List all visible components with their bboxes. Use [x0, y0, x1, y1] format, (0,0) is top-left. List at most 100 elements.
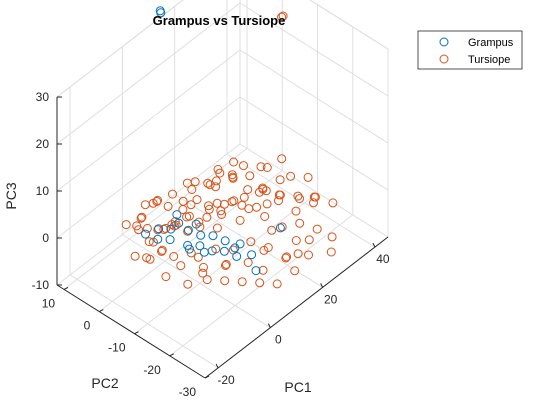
data-point-tursiope [293, 191, 303, 201]
data-point-tursiope [282, 252, 292, 262]
data-point-tursiope [228, 173, 238, 183]
y-tick-label: -10 [108, 341, 126, 355]
data-point-tursiope [161, 272, 171, 282]
data-point-tursiope [219, 199, 229, 209]
data-point-grampus [155, 6, 165, 16]
x-axis-label: PC1 [284, 379, 311, 395]
box-edge [309, 0, 389, 50]
z-axis-label: PC3 [3, 182, 19, 209]
data-point-tursiope [237, 277, 247, 287]
data-point-tursiope [303, 172, 313, 182]
data-point-tursiope [328, 198, 338, 208]
y-tick-mark [204, 375, 210, 379]
data-point-tursiope [277, 12, 287, 22]
data-point-tursiope [153, 195, 163, 205]
data-point-tursiope [243, 258, 253, 267]
data-point-tursiope [304, 235, 314, 245]
data-point-tursiope [260, 212, 270, 221]
data-point-tursiope [258, 184, 268, 194]
grid-line [63, 148, 248, 290]
data-point-tursiope [235, 215, 245, 225]
grid-line [239, 143, 389, 238]
data-point-grampus [165, 235, 175, 245]
data-point-tursiope [255, 278, 265, 288]
data-point-tursiope [178, 196, 188, 206]
data-point-grampus [183, 225, 193, 235]
grid-line [174, 193, 323, 288]
data-point-tursiope [130, 251, 140, 261]
data-point-tursiope [190, 177, 200, 187]
data-point-tursiope [262, 199, 272, 209]
data-point-tursiope [169, 221, 179, 231]
data-point-tursiope [243, 185, 253, 195]
y-tick-label: 10 [42, 296, 56, 310]
data-point-tursiope [286, 171, 296, 181]
data-point-tursiope [142, 223, 152, 233]
data-point-tursiope [192, 195, 202, 205]
chart-title: Grampus vs Tursiope [153, 13, 286, 28]
data-point-tursiope [291, 236, 301, 245]
grid-line [69, 274, 219, 369]
data-point-tursiope [199, 262, 208, 272]
data-point-grampus [196, 230, 206, 240]
data-point-grampus [232, 251, 242, 261]
data-point-tursiope [239, 192, 249, 202]
grid-line [239, 2, 389, 97]
data-point-tursiope [121, 220, 131, 230]
data-point-grampus [174, 218, 184, 228]
data-point-tursiope [148, 237, 158, 247]
data-point-tursiope [204, 201, 213, 211]
data-point-tursiope [157, 246, 166, 256]
data-point-grampus [154, 224, 164, 234]
data-point-grampus [251, 266, 261, 276]
data-point-tursiope [132, 221, 142, 231]
legend-marker-grampus [439, 37, 449, 47]
data-point-tursiope [263, 243, 273, 252]
data-point-tursiope [136, 213, 146, 223]
x-tick-label: 40 [376, 252, 390, 266]
data-point-tursiope [202, 275, 212, 285]
data-point-tursiope [304, 250, 313, 260]
data-point-grampus [199, 247, 209, 257]
series-grampus [141, 6, 285, 276]
grid-line [122, 234, 271, 329]
data-point-tursiope [309, 198, 318, 208]
data-point-tursiope [217, 210, 227, 219]
data-point-tursiope [310, 192, 320, 202]
series-tursiope [121, 11, 338, 289]
z-tick-label: 30 [36, 90, 50, 104]
data-point-tursiope [163, 201, 173, 211]
x-tick-mark [215, 363, 219, 369]
x-tick-label: -20 [217, 373, 235, 387]
z-tick-label: -10 [32, 278, 50, 292]
data-point-tursiope [198, 268, 208, 278]
data-point-tursiope [220, 276, 230, 286]
data-point-tursiope [290, 266, 300, 276]
y-axis-label: PC2 [91, 375, 118, 391]
data-point-grampus [141, 229, 150, 239]
data-point-tursiope [258, 265, 268, 275]
data-point-tursiope [167, 220, 177, 229]
y-tick-label: -20 [143, 363, 161, 377]
legend: Grampus Tursiope [417, 30, 523, 70]
axes-box [56, 0, 389, 379]
data-point-tursiope [252, 202, 262, 212]
data-point-tursiope [267, 225, 277, 235]
data-point-tursiope [277, 222, 287, 232]
x-tick-mark [372, 242, 376, 248]
data-point-tursiope [159, 224, 169, 234]
data-point-grampus [219, 246, 229, 256]
data-point-tursiope [239, 161, 248, 171]
data-point-tursiope [221, 259, 231, 269]
grid-line [134, 192, 318, 335]
grid-line [56, 2, 241, 145]
x-tick-label: 0 [275, 333, 282, 347]
data-point-grampus [195, 241, 205, 251]
grid-line [56, 96, 241, 239]
data-point-grampus [235, 239, 245, 249]
data-point-tursiope [227, 170, 237, 180]
x-axis-line [204, 236, 389, 379]
data-point-tursiope [212, 198, 222, 208]
data-point-tursiope [326, 247, 336, 257]
